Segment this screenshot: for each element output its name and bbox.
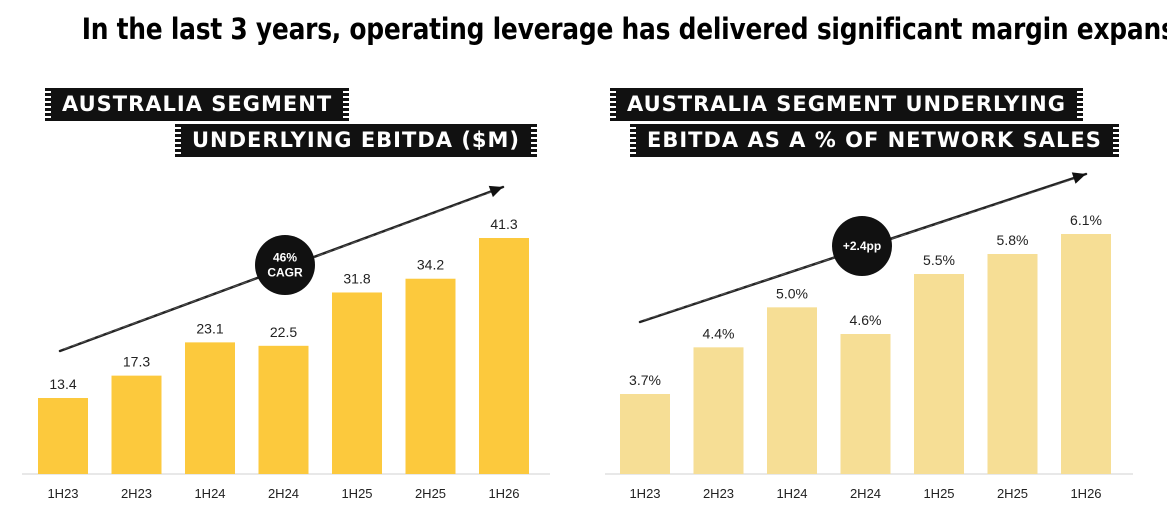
- left-bar-1h26: [479, 238, 529, 474]
- left-bar-label-2h24: 22.5: [270, 324, 297, 340]
- right-tick-label-1h26: 1H26: [1070, 486, 1101, 501]
- left-tick-label-1h25: 1H25: [341, 486, 372, 501]
- right-tick-label-2h25: 2H25: [997, 486, 1028, 501]
- right-tick-label-1h25: 1H25: [923, 486, 954, 501]
- left-tick-label-1h23: 1H23: [47, 486, 78, 501]
- right-bar-1h24: [767, 307, 817, 474]
- right-bar-label-1h23: 3.7%: [629, 372, 661, 388]
- left-bar-1h23: [38, 398, 88, 474]
- left-tick-label-1h24: 1H24: [194, 486, 225, 501]
- right-bar-1h26: [1061, 234, 1111, 474]
- right-chart-title-line-1: AUSTRALIA SEGMENT UNDERLYING: [610, 88, 1083, 121]
- right-bar-2h23: [693, 347, 744, 474]
- right-bar-1h23: [620, 394, 670, 474]
- right-tick-label-1h24: 1H24: [776, 486, 807, 501]
- left-bar-1h25: [332, 292, 382, 474]
- left-annotation-text: CAGR: [267, 266, 303, 280]
- right-tick-label-1h23: 1H23: [629, 486, 660, 501]
- right-bar-label-1h26: 6.1%: [1070, 212, 1102, 228]
- right-tick-label-2h23: 2H23: [703, 486, 734, 501]
- left-bar-2h23: [111, 375, 162, 474]
- right-bar-label-2h23: 4.4%: [703, 325, 735, 341]
- left-tick-label-2h25: 2H25: [415, 486, 446, 501]
- left-tick-label-2h24: 2H24: [268, 486, 299, 501]
- left-annotation-text: 46%: [273, 251, 297, 265]
- right-annotation-badge: +2.4pp: [832, 216, 892, 276]
- left-bar-label-1h23: 13.4: [49, 376, 76, 392]
- left-bar-1h24: [185, 342, 235, 474]
- left-tick-label-1h26: 1H26: [488, 486, 519, 501]
- right-bar-label-2h24: 4.6%: [850, 312, 882, 328]
- left-bar-label-2h25: 34.2: [417, 257, 444, 273]
- left-bar-label-1h25: 31.8: [343, 270, 370, 286]
- left-annotation-badge: 46%CAGR: [255, 235, 315, 295]
- right-bar-1h25: [914, 274, 964, 474]
- right-annotation-text: +2.4pp: [843, 239, 881, 253]
- left-bar-label-1h24: 23.1: [196, 320, 223, 336]
- right-tick-label-2h24: 2H24: [850, 486, 881, 501]
- left-tick-label-2h23: 2H23: [121, 486, 152, 501]
- left-bar-label-2h23: 17.3: [123, 354, 150, 370]
- left-chart-title-line-2: UNDERLYING EBITDA ($M): [174, 124, 538, 157]
- right-bar-2h25: [987, 254, 1038, 474]
- left-bar-label-1h26: 41.3: [490, 216, 517, 232]
- right-bar-label-1h25: 5.5%: [923, 252, 955, 268]
- right-bar-label-1h24: 5.0%: [776, 285, 808, 301]
- page-headline: In the last 3 years, operating leverage …: [81, 12, 1167, 46]
- left-bar-2h24: [258, 345, 309, 474]
- left-chart-title-line-1: AUSTRALIA SEGMENT: [44, 88, 350, 121]
- right-chart-title-line-2: EBITDA AS A % OF NETWORK SALES: [630, 124, 1119, 157]
- right-bar-2h24: [840, 334, 891, 474]
- left-bar-2h25: [405, 278, 456, 474]
- right-bar-label-2h25: 5.8%: [997, 232, 1029, 248]
